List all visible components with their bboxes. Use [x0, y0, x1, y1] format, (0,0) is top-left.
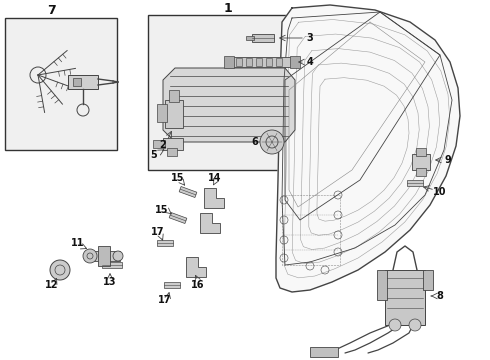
Bar [98, 246, 110, 266]
Bar [167, 148, 177, 156]
Bar [232, 57, 292, 67]
Text: 6: 6 [251, 137, 258, 147]
Bar [5, 18, 117, 150]
Bar [290, 56, 300, 68]
Polygon shape [276, 5, 460, 292]
Polygon shape [200, 213, 220, 233]
Circle shape [260, 130, 284, 154]
Text: 2: 2 [160, 140, 167, 150]
Circle shape [409, 319, 421, 331]
Polygon shape [157, 240, 173, 246]
Polygon shape [407, 180, 423, 186]
Bar [148, 15, 308, 170]
Bar [310, 347, 338, 357]
Bar [252, 34, 274, 42]
Bar [246, 36, 254, 40]
Bar [416, 148, 426, 156]
Text: 14: 14 [208, 173, 222, 183]
Text: 3: 3 [307, 33, 314, 43]
Text: 17: 17 [158, 295, 172, 305]
Bar [276, 58, 282, 66]
Text: 13: 13 [103, 277, 117, 287]
Bar [169, 90, 179, 102]
Text: 17: 17 [151, 227, 165, 237]
Bar [165, 100, 183, 128]
Text: 8: 8 [437, 291, 443, 301]
Text: 15: 15 [155, 205, 169, 215]
Bar [423, 270, 433, 290]
Bar [416, 168, 426, 176]
Polygon shape [204, 188, 224, 208]
Text: 7: 7 [47, 4, 55, 18]
Text: 16: 16 [191, 280, 205, 290]
Polygon shape [164, 282, 180, 288]
Bar [256, 58, 262, 66]
Circle shape [50, 260, 70, 280]
Bar [236, 58, 242, 66]
Polygon shape [169, 212, 187, 224]
Bar [385, 270, 425, 325]
Text: 5: 5 [150, 150, 157, 160]
Bar [224, 56, 234, 68]
Bar [68, 75, 98, 89]
Text: 11: 11 [71, 238, 85, 248]
Polygon shape [186, 257, 206, 277]
Circle shape [113, 251, 123, 261]
Circle shape [389, 319, 401, 331]
Bar [266, 58, 272, 66]
Bar [73, 78, 81, 86]
Text: 4: 4 [307, 57, 314, 67]
Bar [246, 58, 252, 66]
Polygon shape [179, 186, 197, 198]
Text: 10: 10 [433, 187, 447, 197]
Bar [412, 154, 430, 170]
Text: 1: 1 [223, 1, 232, 14]
Polygon shape [163, 68, 295, 142]
Bar [157, 104, 167, 122]
Circle shape [83, 249, 97, 263]
Bar [377, 270, 387, 300]
Text: 9: 9 [444, 155, 451, 165]
Bar [163, 138, 183, 150]
Text: 15: 15 [171, 173, 185, 183]
Text: 12: 12 [45, 280, 59, 290]
Bar [88, 251, 120, 261]
Polygon shape [102, 262, 122, 268]
Bar [153, 140, 165, 148]
